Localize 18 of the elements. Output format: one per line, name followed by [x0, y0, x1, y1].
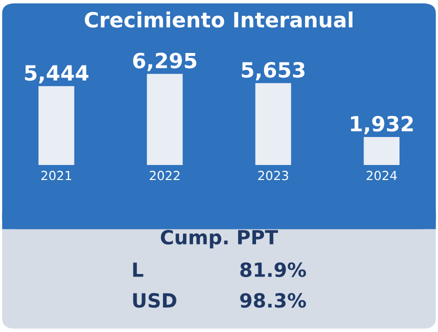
x-tick-label: 2022: [150, 170, 180, 180]
data-label: 1,932: [351, 116, 413, 134]
data-label: 6,295: [133, 52, 196, 72]
bar: [255, 83, 292, 166]
category-label: L: [133, 262, 144, 277]
text: 81.9%: [240, 262, 306, 278]
chart-title: Crecimiento Interanual: [84, 12, 352, 28]
text: 98.3%: [240, 293, 306, 308]
bar: [364, 137, 400, 166]
x-tick-label: 2024: [366, 170, 397, 180]
x-tick-label: 2023: [258, 170, 288, 180]
category-label: USD: [133, 293, 176, 308]
text: Cump. PPT: [160, 230, 278, 248]
bar: [38, 86, 74, 166]
data-label: 5,653: [242, 62, 304, 80]
data-label: 5,444: [25, 65, 88, 84]
bar: [146, 74, 183, 166]
x-tick-label: 2021: [41, 170, 72, 180]
